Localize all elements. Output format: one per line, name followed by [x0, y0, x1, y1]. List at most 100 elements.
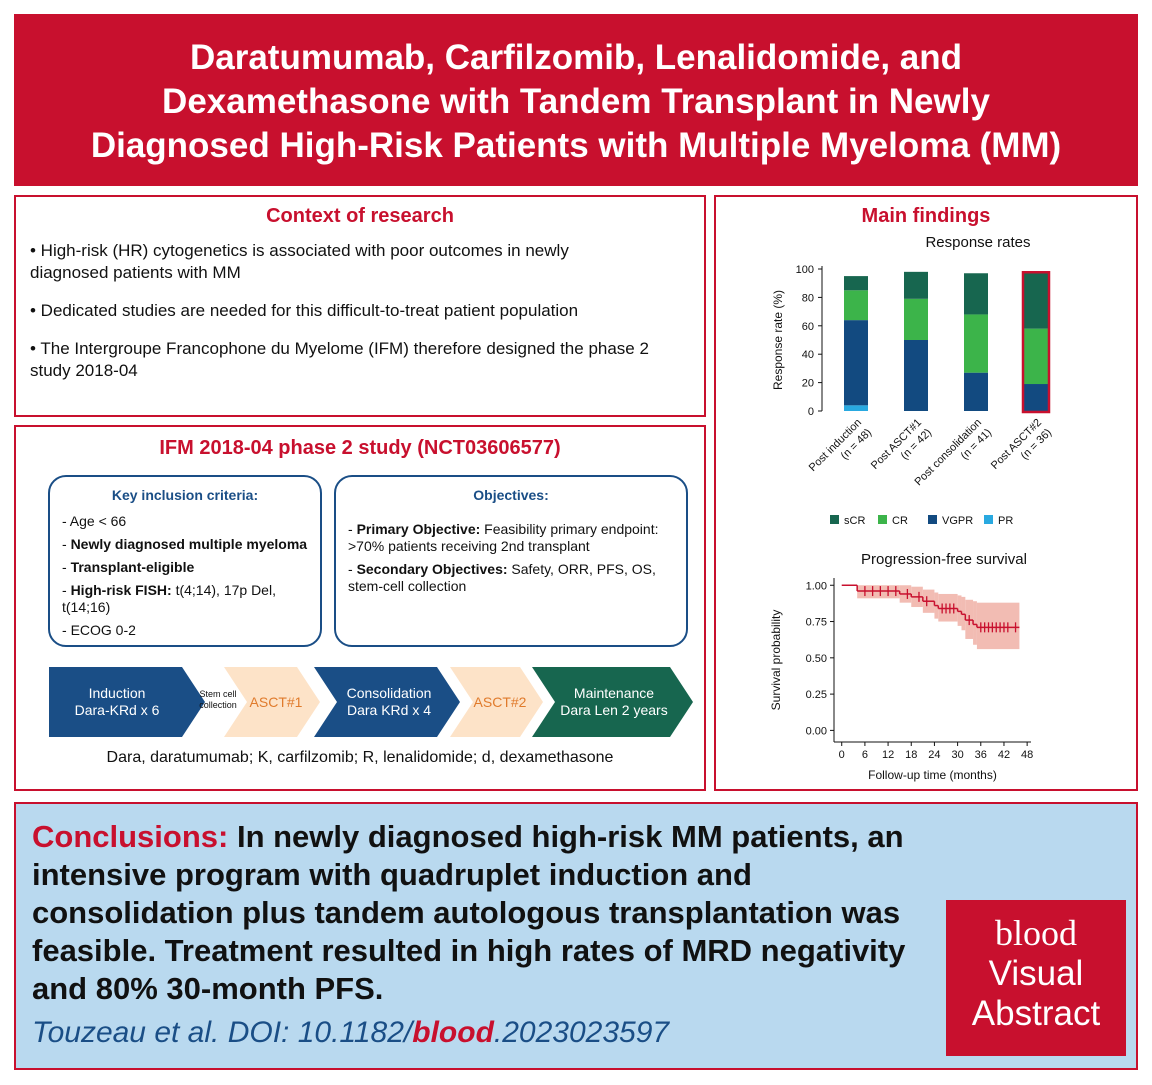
x-tick-label: 0 — [839, 749, 845, 761]
legend-label: VGPR — [942, 515, 973, 527]
text: t(4;14), 17p Del, t(14;16) — [62, 582, 276, 615]
criterion: Newly diagnosed multiple myeloma — [62, 536, 308, 553]
logo-line: Visual — [988, 954, 1084, 993]
x-axis-label: Follow-up time (months) — [868, 768, 997, 782]
legend-swatch — [830, 515, 839, 524]
objectives-list: Primary Objective: Feasibility primary e… — [336, 521, 680, 595]
bar-segment — [964, 372, 988, 411]
criterion: ECOG 0-2 — [62, 622, 308, 639]
bar-segment — [964, 314, 988, 373]
step-label: ASCT#1 — [250, 694, 303, 710]
bar-segment — [844, 320, 868, 406]
header: Daratumumab, Carfilzomib, Lenalidomide, … — [14, 14, 1138, 186]
y-tick-label: 60 — [802, 321, 814, 333]
chevron — [49, 667, 205, 737]
y-tick-label: 0.00 — [806, 725, 827, 737]
bar-segment — [844, 290, 868, 321]
conclusion-text: In newly diagnosed high-risk MM patients… — [32, 819, 906, 1006]
x-tick-label: 24 — [928, 749, 940, 761]
x-tick-label: 42 — [998, 749, 1010, 761]
legend-label: sCR — [844, 515, 865, 527]
y-tick-label: 0.50 — [806, 653, 827, 665]
legend-label: CR — [892, 515, 908, 527]
section-title: Main findings — [861, 205, 991, 227]
chevron — [224, 667, 320, 737]
bullet: • The Intergroupe Francophone du Myelome… — [30, 339, 649, 380]
findings-section: Main findings Response rates 0 20 40 60 80 100… — [714, 195, 1138, 791]
y-tick-label: 80 — [802, 292, 814, 304]
step-note: Stem cell — [199, 689, 236, 699]
chart-title: Progression-free survival — [861, 551, 1027, 568]
criteria-list: Age < 66 Newly diagnosed multiple myelom… — [50, 513, 320, 639]
objectives-box: Objectives: Primary Objective: Feasibili… — [334, 475, 688, 647]
legend-swatch — [878, 515, 887, 524]
step-label: Induction — [89, 685, 146, 701]
criterion: Transplant-eligible — [62, 559, 308, 576]
citation: Touzeau et al. DOI: 10.1182/blood.202302… — [32, 1016, 669, 1050]
bullet: • High-risk (HR) cytogenetics is associa… — [30, 241, 569, 282]
step-label: Maintenance — [574, 685, 654, 701]
response-chart: Response rates 0 20 40 60 80 100 Response rate … — [771, 234, 1054, 527]
y-tick-label: 40 — [802, 349, 814, 361]
bold: High-risk FISH: — [70, 582, 172, 598]
x-tick-label: 30 — [951, 749, 963, 761]
conclusion-label: Conclusions: — [32, 819, 229, 854]
criteria-box: Key inclusion criteria: Age < 66 Newly d… — [48, 475, 322, 647]
logo: blood Visual Abstract — [946, 900, 1126, 1056]
context-section: Context of research • High-risk (HR) cyt… — [14, 195, 706, 417]
step-label: ASCT#2 — [474, 694, 527, 710]
y-axis-label: Response rate (%) — [771, 290, 785, 390]
highlight-box — [1021, 271, 1051, 414]
citation-journal: blood — [412, 1016, 494, 1049]
study-section: IFM 2018-04 phase 2 study (NCT03606577) … — [14, 425, 706, 791]
footnote: Dara, daratumumab; K, carfilzomib; R, le… — [106, 749, 614, 766]
bar-segment — [904, 271, 928, 299]
x-tick-label: 18 — [905, 749, 917, 761]
citation-suffix: .2023023597 — [493, 1016, 670, 1049]
step-label: Dara-KRd x 6 — [75, 702, 160, 718]
bar-segment — [904, 298, 928, 340]
step-label: Dara Len 2 years — [560, 702, 667, 718]
conclusion: Conclusions: In newly diagnosed high-ris… — [32, 818, 962, 1008]
box-title: Objectives: — [473, 487, 549, 503]
treatment-flow: Induction Dara-KRd x 6 Stem cell collect… — [49, 667, 693, 737]
x-tick-label: 36 — [975, 749, 987, 761]
chart-title: Response rates — [925, 234, 1030, 251]
section-title: Context of research — [266, 205, 454, 227]
chevron — [532, 667, 693, 737]
text: ECOG 0-2 — [70, 622, 136, 638]
text: Age < 66 — [69, 513, 127, 529]
ci-band — [973, 601, 977, 645]
legend-label: PR — [998, 515, 1013, 527]
section-title: IFM 2018-04 phase 2 study (NCT03606577) — [159, 437, 561, 459]
chevron — [450, 667, 543, 737]
box-title: Key inclusion criteria: — [111, 487, 259, 503]
text: Feasibility primary endpoint: >70% patie… — [348, 521, 659, 554]
logo-brand: blood — [994, 913, 1077, 953]
conclusion-section: Conclusions: In newly diagnosed high-ris… — [14, 802, 1138, 1070]
text: Safety, ORR, PFS, OS, stem-cell collecti… — [348, 561, 656, 594]
objective: Primary Objective: Feasibility primary e… — [348, 521, 668, 555]
bar-segment — [1024, 384, 1048, 411]
legend-swatch — [984, 515, 993, 524]
y-tick-label: 0.75 — [806, 617, 827, 629]
legend-swatch — [928, 515, 937, 524]
criterion: Age < 66 — [62, 513, 308, 530]
title-line: Diagnosed High-Risk Patients with Multip… — [90, 126, 1062, 165]
title-line: Daratumumab, Carfilzomib, Lenalidomide, … — [189, 38, 963, 77]
criterion: High-risk FISH: t(4;14), 17p Del, t(14;1… — [62, 582, 308, 616]
chevron — [314, 667, 460, 737]
logo-line: Abstract — [971, 994, 1101, 1033]
bar-segment — [964, 273, 988, 315]
ci-band — [976, 602, 1020, 650]
pfs-chart: Progression-free survival 0.00 0.25 0.50 0.7… — [769, 551, 1033, 782]
step-note: collection — [199, 700, 237, 710]
citation-prefix: Touzeau et al. DOI: 10.1182/ — [32, 1016, 413, 1049]
bold: Secondary Objectives: — [356, 561, 508, 577]
bold: Primary Objective: — [356, 521, 481, 537]
y-tick-label: 0 — [808, 406, 814, 418]
title-line: Dexamethasone with Tandem Transplant in … — [162, 82, 990, 121]
y-tick-label: 100 — [796, 264, 814, 276]
bullet: • Dedicated studies are needed for this … — [30, 301, 579, 320]
